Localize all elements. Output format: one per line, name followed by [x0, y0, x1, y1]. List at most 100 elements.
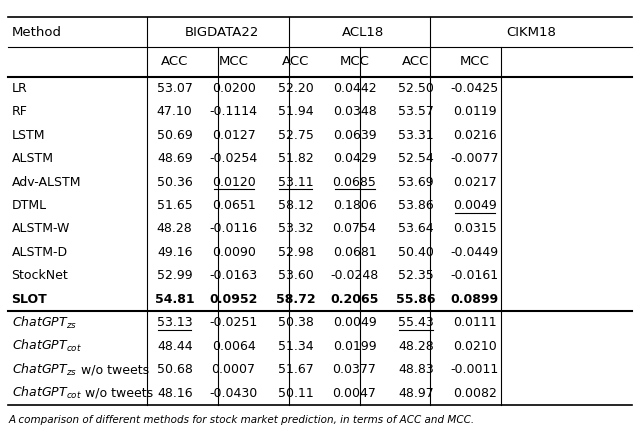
Text: ALSTM: ALSTM [12, 152, 54, 165]
Text: ACC: ACC [161, 55, 188, 68]
Text: 53.32: 53.32 [278, 223, 314, 236]
Text: ACC: ACC [403, 55, 429, 68]
Text: -0.1114: -0.1114 [210, 105, 258, 118]
Text: -0.0430: -0.0430 [209, 387, 258, 400]
Text: 53.13: 53.13 [157, 316, 193, 329]
Text: MCC: MCC [219, 55, 248, 68]
Text: 58.72: 58.72 [276, 293, 316, 306]
Text: BIGDATA22: BIGDATA22 [184, 26, 259, 39]
Text: LR: LR [12, 82, 28, 95]
Text: -0.0011: -0.0011 [451, 363, 499, 376]
Text: 52.99: 52.99 [157, 269, 193, 282]
Text: 0.0111: 0.0111 [453, 316, 497, 329]
Text: 48.97: 48.97 [398, 387, 434, 400]
Text: $\mathit{ChatGPT}_{zs}$: $\mathit{ChatGPT}_{zs}$ [12, 315, 77, 331]
Text: 52.50: 52.50 [398, 82, 434, 95]
Text: 51.34: 51.34 [278, 339, 314, 352]
Text: 53.86: 53.86 [398, 199, 434, 212]
Text: 48.83: 48.83 [398, 363, 434, 376]
Text: 0.0348: 0.0348 [333, 105, 376, 118]
Text: DTML: DTML [12, 199, 47, 212]
Text: 0.0120: 0.0120 [212, 175, 255, 188]
Text: -0.0425: -0.0425 [451, 82, 499, 95]
Text: 48.44: 48.44 [157, 339, 193, 352]
Text: 0.0049: 0.0049 [333, 316, 376, 329]
Text: 50.40: 50.40 [398, 246, 434, 259]
Text: -0.0163: -0.0163 [209, 269, 258, 282]
Text: 0.1806: 0.1806 [333, 199, 376, 212]
Text: 52.75: 52.75 [278, 129, 314, 142]
Text: w/o tweets: w/o tweets [77, 363, 148, 376]
Text: 0.0090: 0.0090 [212, 246, 255, 259]
Text: 51.82: 51.82 [278, 152, 314, 165]
Text: -0.0116: -0.0116 [209, 223, 258, 236]
Text: 50.68: 50.68 [157, 363, 193, 376]
Text: 0.0442: 0.0442 [333, 82, 376, 95]
Text: LSTM: LSTM [12, 129, 45, 142]
Text: 0.0082: 0.0082 [453, 387, 497, 400]
Text: -0.0449: -0.0449 [451, 246, 499, 259]
Text: 0.0429: 0.0429 [333, 152, 376, 165]
Text: MCC: MCC [460, 55, 490, 68]
Text: 55.86: 55.86 [396, 293, 436, 306]
Text: 53.11: 53.11 [278, 175, 314, 188]
Text: 50.38: 50.38 [278, 316, 314, 329]
Text: 47.10: 47.10 [157, 105, 193, 118]
Text: 0.0315: 0.0315 [453, 223, 497, 236]
Text: Adv-ALSTM: Adv-ALSTM [12, 175, 81, 188]
Text: 0.0127: 0.0127 [212, 129, 255, 142]
Text: 0.0216: 0.0216 [453, 129, 497, 142]
Text: -0.0161: -0.0161 [451, 269, 499, 282]
Text: 52.35: 52.35 [398, 269, 434, 282]
Text: 52.54: 52.54 [398, 152, 434, 165]
Text: 50.11: 50.11 [278, 387, 314, 400]
Text: ACL18: ACL18 [342, 26, 384, 39]
Text: 48.69: 48.69 [157, 152, 193, 165]
Text: 0.0377: 0.0377 [333, 363, 376, 376]
Text: 0.0899: 0.0899 [451, 293, 499, 306]
Text: 50.69: 50.69 [157, 129, 193, 142]
Text: RF: RF [12, 105, 28, 118]
Text: 53.69: 53.69 [398, 175, 434, 188]
Text: 48.28: 48.28 [157, 223, 193, 236]
Text: $\mathit{ChatGPT}_{cot}$: $\mathit{ChatGPT}_{cot}$ [12, 338, 81, 354]
Text: 0.2065: 0.2065 [330, 293, 379, 306]
Text: 0.0681: 0.0681 [333, 246, 376, 259]
Text: 49.16: 49.16 [157, 246, 193, 259]
Text: -0.0251: -0.0251 [209, 316, 258, 329]
Text: 0.0047: 0.0047 [333, 387, 376, 400]
Text: 51.94: 51.94 [278, 105, 314, 118]
Text: 0.0199: 0.0199 [333, 339, 376, 352]
Text: 48.28: 48.28 [398, 339, 434, 352]
Text: 53.31: 53.31 [398, 129, 434, 142]
Text: 52.98: 52.98 [278, 246, 314, 259]
Text: ALSTM-W: ALSTM-W [12, 223, 70, 236]
Text: 55.43: 55.43 [398, 316, 434, 329]
Text: MCC: MCC [340, 55, 369, 68]
Text: 48.16: 48.16 [157, 387, 193, 400]
Text: -0.0077: -0.0077 [451, 152, 499, 165]
Text: $\mathit{ChatGPT}_{zs}$: $\mathit{ChatGPT}_{zs}$ [12, 362, 77, 378]
Text: 54.81: 54.81 [155, 293, 195, 306]
Text: w/o tweets: w/o tweets [81, 387, 154, 400]
Text: A comparison of different methods for stock market prediction, in terms of ACC a: A comparison of different methods for st… [8, 415, 474, 425]
Text: 0.0119: 0.0119 [453, 105, 497, 118]
Text: 0.0200: 0.0200 [212, 82, 255, 95]
Text: 0.0049: 0.0049 [453, 199, 497, 212]
Text: 53.57: 53.57 [398, 105, 434, 118]
Text: 52.20: 52.20 [278, 82, 314, 95]
Text: 50.36: 50.36 [157, 175, 193, 188]
Text: 51.65: 51.65 [157, 199, 193, 212]
Text: -0.0248: -0.0248 [330, 269, 379, 282]
Text: -0.0254: -0.0254 [209, 152, 258, 165]
Text: ACC: ACC [282, 55, 309, 68]
Text: 53.64: 53.64 [398, 223, 434, 236]
Text: 0.0007: 0.0007 [212, 363, 255, 376]
Text: StockNet: StockNet [12, 269, 68, 282]
Text: 0.0210: 0.0210 [453, 339, 497, 352]
Text: $\mathit{ChatGPT}_{cot}$: $\mathit{ChatGPT}_{cot}$ [12, 385, 81, 401]
Text: 0.0064: 0.0064 [212, 339, 255, 352]
Text: 0.0952: 0.0952 [209, 293, 258, 306]
Text: 0.0685: 0.0685 [333, 175, 376, 188]
Text: 53.07: 53.07 [157, 82, 193, 95]
